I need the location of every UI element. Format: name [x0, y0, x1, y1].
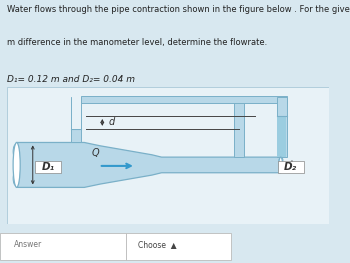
Ellipse shape [279, 158, 283, 163]
FancyBboxPatch shape [0, 233, 126, 260]
Text: d: d [108, 118, 114, 128]
Ellipse shape [13, 144, 19, 159]
Polygon shape [17, 143, 281, 188]
Text: D₂: D₂ [284, 162, 297, 172]
Text: Q: Q [92, 148, 99, 158]
Bar [278, 116, 287, 157]
Bar [277, 97, 287, 157]
Text: Answer: Answer [14, 240, 42, 249]
Text: Choose  ▲: Choose ▲ [138, 240, 177, 249]
FancyBboxPatch shape [7, 87, 329, 224]
Bar [234, 97, 244, 157]
Bar [82, 96, 287, 103]
FancyBboxPatch shape [35, 161, 61, 173]
FancyBboxPatch shape [126, 233, 231, 260]
Text: Water flows through the pipe contraction shown in the figure below . For the giv: Water flows through the pipe contraction… [7, 5, 350, 14]
Bar [72, 97, 81, 129]
FancyBboxPatch shape [278, 161, 303, 173]
Ellipse shape [13, 143, 20, 188]
Text: D₁: D₁ [42, 162, 55, 172]
Ellipse shape [279, 167, 283, 172]
Text: m difference in the manometer level, determine the flowrate.: m difference in the manometer level, det… [7, 38, 267, 47]
Ellipse shape [279, 157, 283, 173]
Text: D₁= 0.12 m and D₂= 0.04 m: D₁= 0.12 m and D₂= 0.04 m [7, 75, 135, 84]
Bar [71, 97, 82, 143]
Ellipse shape [13, 171, 19, 186]
